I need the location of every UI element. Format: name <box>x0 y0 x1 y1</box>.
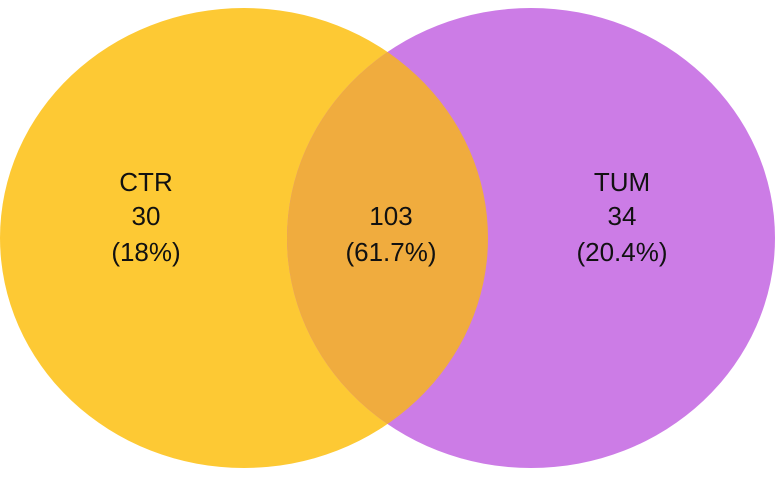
overlap-region <box>287 8 488 468</box>
region-percent: (20.4%) <box>576 237 667 267</box>
region-percent: (61.7%) <box>345 237 436 267</box>
set-label: CTR <box>119 167 172 197</box>
region-count: 34 <box>608 201 637 231</box>
region-count: 103 <box>369 201 412 231</box>
region-percent: (18%) <box>111 237 180 267</box>
region-count: 30 <box>132 201 161 231</box>
set-label: TUM <box>594 167 650 197</box>
